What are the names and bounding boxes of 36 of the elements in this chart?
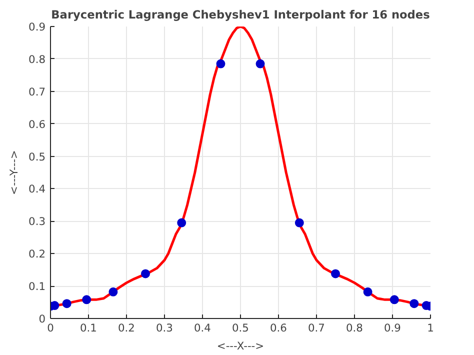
x-tick-label: 0.6: [270, 322, 288, 334]
point: [294, 218, 304, 228]
chart-title: Barycentric Lagrange Chebyshev1 Interpolant for 16 nodes: [51, 8, 430, 22]
x-tick-label: 1: [427, 322, 434, 334]
y-tick-label: 0.2: [28, 248, 46, 261]
point: [62, 299, 72, 308]
point: [141, 269, 150, 278]
y-tick-label: 0.3: [28, 215, 46, 228]
point: [410, 299, 419, 308]
point: [331, 269, 340, 278]
point: [108, 287, 118, 296]
x-tick-label: 0.9: [384, 322, 402, 334]
point: [256, 59, 265, 68]
point: [363, 287, 372, 296]
x-tick-label: 0.5: [232, 322, 249, 334]
y-tick-label: 0.1: [28, 280, 46, 294]
y-tick-label: 0.7: [28, 85, 46, 98]
x-tick-label: 0.4: [194, 322, 212, 334]
y-tick-label: 0.5: [28, 150, 46, 164]
point: [216, 59, 226, 68]
y-tick-label: 0.8: [28, 52, 46, 66]
point: [390, 295, 399, 304]
y-tick-label: 0.6: [28, 118, 46, 131]
x-tick-label: 0.7: [308, 322, 325, 334]
y-tick-label: 0.4: [28, 182, 46, 196]
x-tick-label: 0.1: [80, 322, 97, 334]
x-tick-label: 0.8: [346, 322, 364, 334]
x-tick-label: 0.3: [156, 322, 173, 334]
x-axis-title: <---X--->: [216, 340, 264, 352]
y-tick-label: 0: [38, 312, 46, 326]
x-tick-label: 0: [47, 322, 54, 334]
x-tick-label: 0.2: [118, 322, 135, 334]
y-axis-title: <---Y--->: [8, 150, 21, 195]
point: [177, 218, 186, 228]
point: [82, 295, 92, 304]
y-tick-label: 0.9: [28, 20, 46, 34]
